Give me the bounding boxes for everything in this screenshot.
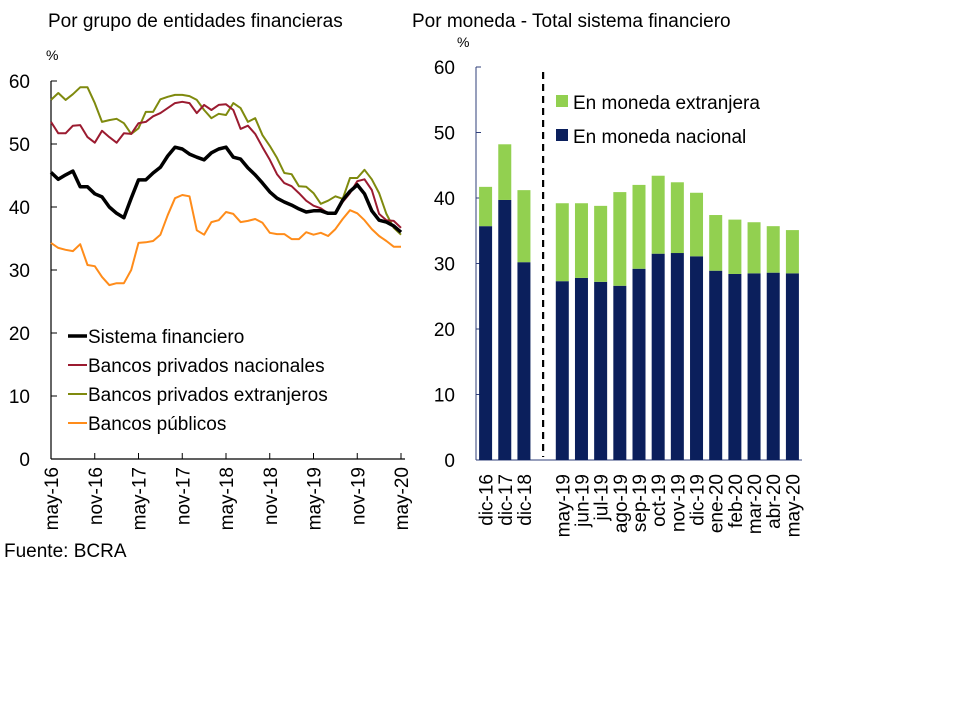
right-unit-label: % [457,34,470,50]
x-tick-label: feb-20 [726,474,747,528]
bar-segment-en-moneda-extranjera [728,219,742,274]
x-tick-label: ene-20 [707,474,728,533]
bar-segment-en-moneda-extranjera [785,230,799,274]
bar-segment-en-moneda-nacional [785,273,799,460]
x-tick-label: dic-16 [477,474,498,526]
y-tick-label: 30 [434,255,455,276]
bar-segment-en-moneda-extranjera [670,182,684,254]
bar-segment-en-moneda-nacional [498,199,512,460]
bar-segment-en-moneda-nacional [574,277,588,460]
x-tick-label: nov-19 [668,474,689,532]
x-tick-label: dic-17 [496,474,517,526]
x-tick-label: jun-19 [572,474,593,528]
bar-segment-en-moneda-extranjera [747,222,761,274]
y-tick-label: 50 [434,124,455,145]
y-tick-label: 40 [434,189,455,210]
y-tick-label: 0 [444,451,455,472]
series-line-bancos-p-blicos [50,194,401,287]
y-tick-label: 10 [9,387,30,408]
bar-segment-en-moneda-extranjera [690,192,704,257]
x-tick-label: sep-19 [630,474,651,532]
bar-segment-en-moneda-extranjera [574,203,588,278]
legend-label: Sistema financiero [88,327,244,348]
x-tick-label: may-20 [392,467,413,530]
bar-segment-en-moneda-extranjera [613,192,627,286]
y-tick-label: 40 [9,198,30,219]
bar-segment-en-moneda-nacional [709,270,723,460]
bar-segment-en-moneda-extranjera [479,186,493,227]
bar-segment-en-moneda-nacional [728,273,742,460]
x-tick-label: jul-19 [592,474,613,521]
y-tick-label: 10 [434,386,455,407]
x-tick-label: may-19 [553,474,574,537]
legend-label: Bancos privados nacionales [88,356,325,377]
bar-segment-en-moneda-extranjera [632,184,646,269]
x-tick-label: may-18 [217,467,238,530]
legend-label: En moneda nacional [573,127,746,148]
y-tick-label: 60 [9,72,30,93]
x-tick-label: dic-18 [515,474,536,526]
legend-swatch [556,129,568,141]
bar-segment-en-moneda-nacional [517,262,531,460]
y-tick-label: 60 [434,58,455,79]
y-tick-label: 20 [434,320,455,341]
bar-segment-en-moneda-extranjera [498,144,512,200]
bar-segment-en-moneda-extranjera [766,226,780,273]
bar-segment-en-moneda-nacional [670,253,684,460]
bar-segment-en-moneda-extranjera [555,203,569,282]
bar-segment-en-moneda-extranjera [651,175,665,254]
left-unit-label: % [46,47,59,63]
x-tick-label: abr-20 [764,474,785,529]
bar-segment-en-moneda-extranjera [709,215,723,271]
bar-segment-en-moneda-nacional [747,273,761,460]
legend-label: Bancos públicos [88,414,226,435]
bar-segment-en-moneda-nacional [632,268,646,460]
right-chart-title: Por moneda - Total sistema financiero [412,11,731,32]
bar-segment-en-moneda-nacional [555,281,569,460]
x-tick-label: nov-19 [348,467,369,525]
x-tick-label: may-20 [783,474,804,537]
x-tick-label: nov-16 [86,467,107,525]
line-chart: 0 10 20 30 40 50 60 may-16 nov-16 may-17 nov-17 may… [9,72,413,530]
x-tick-label: may-19 [305,467,326,530]
legend-swatch [556,95,568,107]
x-tick-label: may-16 [42,467,63,530]
bar-segment-en-moneda-nacional [651,253,665,460]
legend-label: Bancos privados extranjeros [88,385,328,406]
x-tick-label: may-17 [130,467,151,530]
bar-segment-en-moneda-nacional [613,285,627,460]
x-tick-label: oct-19 [649,474,670,527]
x-tick-label: dic-19 [688,474,709,526]
left-chart-title: Por grupo de entidades financieras [48,11,343,32]
bar-segment-en-moneda-nacional [690,256,704,460]
y-tick-label: 30 [9,261,30,282]
bar-segment-en-moneda-extranjera [594,205,608,282]
y-tick-label: 50 [9,135,30,156]
y-tick-label: 0 [19,450,30,471]
bar-segment-en-moneda-nacional [766,272,780,460]
bar-segment-en-moneda-nacional [594,281,608,460]
bar-segment-en-moneda-nacional [479,226,493,460]
x-tick-label: ago-19 [611,474,632,533]
legend-label: En moneda extranjera [573,93,760,114]
y-tick-label: 20 [9,324,30,345]
bar-segment-en-moneda-extranjera [517,190,531,263]
x-tick-label: nov-18 [261,467,282,525]
source-note: Fuente: BCRA [4,541,127,562]
x-tick-label: mar-20 [745,474,766,534]
series-line-sistema-financiero [49,145,403,234]
x-tick-label: nov-17 [173,467,194,525]
